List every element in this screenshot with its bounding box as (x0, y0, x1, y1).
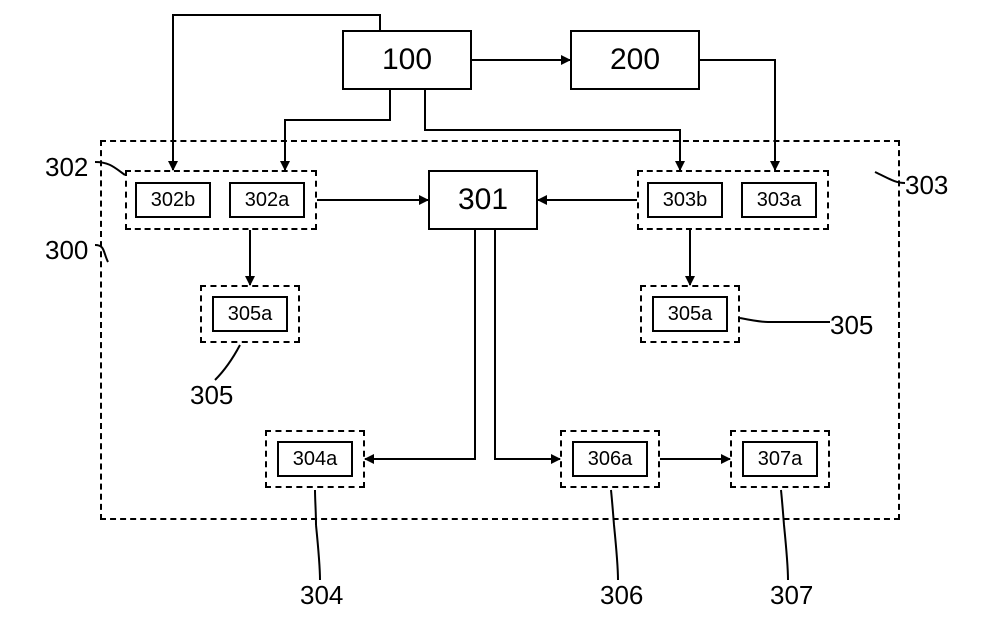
node-label: 305a (228, 303, 273, 326)
label-text: 307 (770, 580, 813, 610)
node-label: 100 (382, 43, 432, 77)
label-text: 305 (190, 380, 233, 410)
node-301: 301 (428, 170, 538, 230)
node-306a: 306a (572, 441, 648, 477)
label-300: 300 (45, 235, 88, 266)
node-label: 302a (245, 189, 290, 212)
label-304: 304 (300, 580, 343, 611)
node-label: 302b (151, 189, 196, 212)
node-label: 303a (757, 189, 802, 212)
label-306: 306 (600, 580, 643, 611)
label-text: 300 (45, 235, 88, 265)
node-305a-left: 305a (212, 296, 288, 332)
node-200: 200 (570, 30, 700, 90)
node-305a-right: 305a (652, 296, 728, 332)
node-label: 303b (663, 189, 708, 212)
node-label: 200 (610, 43, 660, 77)
label-text: 305 (830, 310, 873, 340)
diagram-canvas: 100 200 301 302b 302a 303b 303a 305a 305… (0, 0, 1000, 637)
label-307: 307 (770, 580, 813, 611)
label-text: 306 (600, 580, 643, 610)
node-100: 100 (342, 30, 472, 90)
label-text: 304 (300, 580, 343, 610)
node-label: 306a (588, 448, 633, 471)
node-302b: 302b (135, 182, 211, 218)
label-text: 303 (905, 170, 948, 200)
node-label: 301 (458, 183, 508, 217)
node-304a: 304a (277, 441, 353, 477)
node-label: 304a (293, 448, 338, 471)
label-303: 303 (905, 170, 948, 201)
label-305-left: 305 (190, 380, 233, 411)
label-text: 302 (45, 152, 88, 182)
label-305-right: 305 (830, 310, 873, 341)
node-303b: 303b (647, 182, 723, 218)
node-307a: 307a (742, 441, 818, 477)
node-302a: 302a (229, 182, 305, 218)
label-302: 302 (45, 152, 88, 183)
node-label: 305a (668, 303, 713, 326)
node-label: 307a (758, 448, 803, 471)
node-303a: 303a (741, 182, 817, 218)
